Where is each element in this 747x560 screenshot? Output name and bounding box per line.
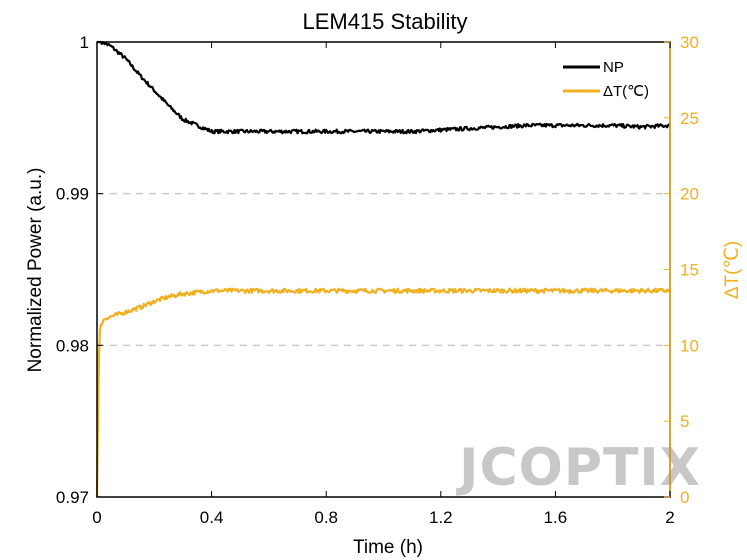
x-axis: 0 0.4 0.8 1.2 1.6 2 — [92, 42, 675, 527]
y2-axis-label: ΔT(℃) — [722, 241, 743, 299]
y2-tick-label: 20 — [680, 185, 699, 204]
y-tick-label: 1 — [80, 33, 89, 52]
y-axis-right: 0 5 10 15 20 25 30 — [664, 33, 699, 507]
y2-tick-label: 10 — [680, 336, 699, 355]
x-tick-label: 1.6 — [544, 508, 568, 527]
x-axis-label: Time (h) — [353, 537, 423, 558]
y-axis-left: 0.97 0.98 0.99 1 — [56, 33, 103, 507]
legend: NP ΔT(℃) — [563, 59, 649, 100]
y-tick-label: 0.99 — [56, 185, 89, 204]
y-tick-label: 0.97 — [56, 488, 89, 507]
legend-label-dt: ΔT(℃) — [603, 83, 649, 100]
y2-tick-label: 25 — [680, 109, 699, 128]
watermark-logo: JCOPTIX — [456, 438, 701, 498]
x-tick-label: 0 — [92, 508, 101, 527]
x-tick-label: 2 — [665, 508, 674, 527]
chart-title: LEM415 Stability — [302, 9, 467, 34]
y2-tick-label: 15 — [680, 261, 699, 280]
plot-frame — [96, 41, 671, 498]
y2-tick-label: 30 — [680, 33, 699, 52]
x-tick-label: 0.8 — [314, 508, 338, 527]
series-line-dt — [95, 287, 671, 498]
x-tick-label: 1.2 — [429, 508, 453, 527]
grid-lines — [97, 192, 670, 347]
y2-tick-label: 5 — [680, 412, 689, 431]
y-tick-label: 0.98 — [56, 336, 89, 355]
x-tick-label: 0.4 — [200, 508, 224, 527]
y2-tick-label: 0 — [680, 488, 689, 507]
series-layer — [95, 40, 671, 498]
y-axis-label: Normalized Power (a.u.) — [25, 168, 46, 373]
legend-label-np: NP — [603, 59, 624, 76]
series-line-np — [96, 40, 671, 135]
